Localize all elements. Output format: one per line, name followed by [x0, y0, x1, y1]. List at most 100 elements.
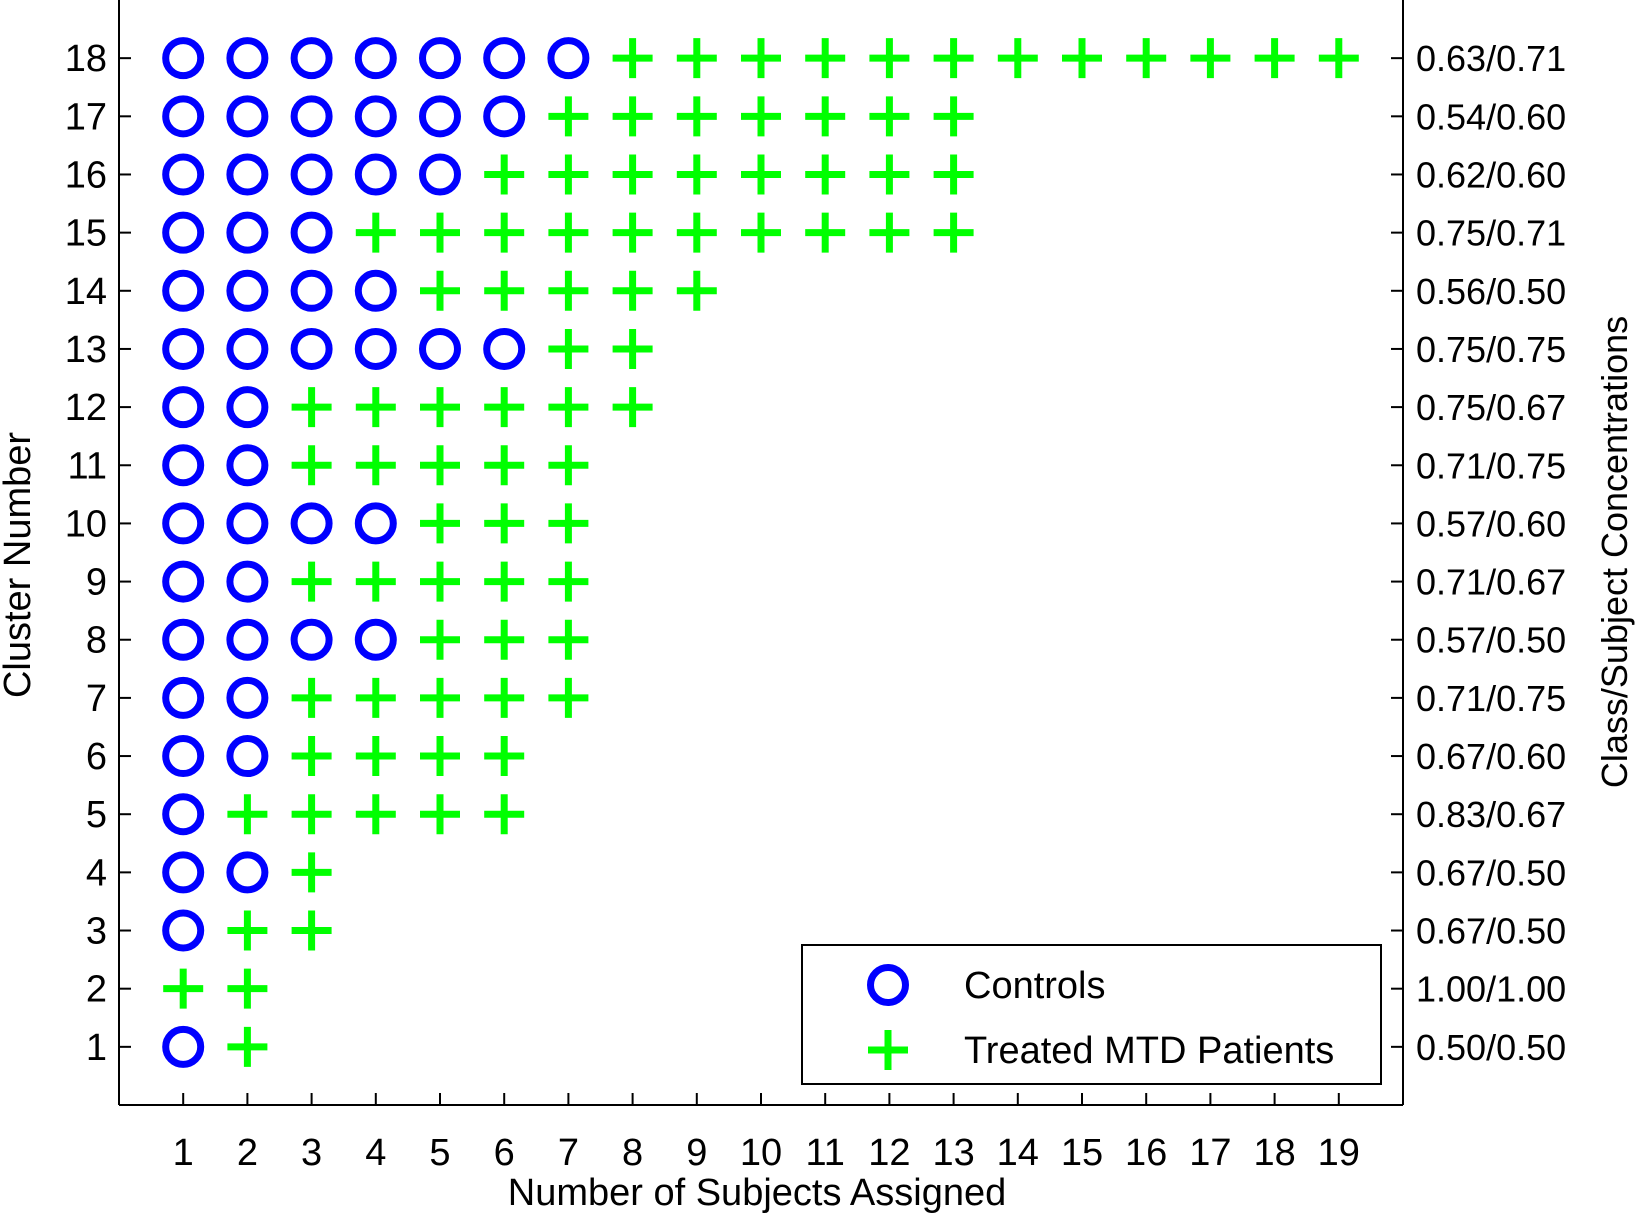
- control-marker: [226, 269, 269, 312]
- patient-marker: [805, 154, 846, 195]
- x-tick-label: 14: [997, 1132, 1039, 1174]
- y-tick-label: 9: [86, 562, 107, 604]
- right-axis-tick-label: 0.75/0.67: [1416, 387, 1566, 428]
- control-marker: [483, 327, 526, 370]
- control-marker: [483, 95, 526, 138]
- patient-marker: [933, 154, 974, 195]
- x-tick-label: 1: [173, 1132, 194, 1174]
- patient-marker: [291, 794, 332, 835]
- x-tick-label: 19: [1318, 1132, 1360, 1174]
- y-tick-label: 5: [86, 794, 107, 836]
- patient-marker: [291, 736, 332, 777]
- control-marker: [226, 676, 269, 719]
- control-marker: [226, 327, 269, 370]
- x-tick-label: 9: [686, 1132, 707, 1174]
- control-marker: [290, 211, 333, 254]
- control-marker: [290, 37, 333, 80]
- patient-marker: [741, 154, 781, 195]
- patient-marker: [548, 677, 589, 718]
- patient-marker: [612, 387, 653, 428]
- right-axis-tick-label: 0.71/0.75: [1416, 445, 1566, 486]
- x-tick-label: 13: [932, 1132, 974, 1174]
- y-axis-label: Cluster Number: [0, 432, 39, 698]
- y-tick-label: 16: [65, 154, 107, 196]
- control-marker: [354, 618, 397, 661]
- control-marker: [226, 211, 269, 254]
- patient-marker: [420, 445, 460, 486]
- control-marker: [354, 502, 397, 545]
- right-axis-tick-label: 0.67/0.50: [1416, 852, 1566, 893]
- patient-marker: [355, 561, 396, 602]
- control-marker: [290, 153, 333, 196]
- y-tick-label: 12: [65, 387, 107, 429]
- control-marker: [226, 95, 269, 138]
- control-marker: [162, 444, 205, 487]
- patient-marker: [484, 619, 525, 660]
- control-marker: [226, 560, 269, 603]
- patient-marker: [548, 387, 589, 428]
- y-tick-label: 13: [65, 329, 107, 371]
- patient-marker: [484, 794, 525, 835]
- right-axis-tick-label: 1.00/1.00: [1416, 969, 1566, 1010]
- patient-marker: [869, 96, 910, 137]
- control-marker: [162, 269, 205, 312]
- patient-marker: [741, 38, 781, 79]
- control-marker: [290, 269, 333, 312]
- control-marker: [226, 386, 269, 429]
- patient-marker: [420, 561, 460, 602]
- control-marker: [226, 851, 269, 894]
- patient-marker: [420, 270, 460, 311]
- control-marker: [162, 386, 205, 429]
- x-tick-label: 12: [868, 1132, 910, 1174]
- patient-marker: [612, 154, 653, 195]
- patient-marker: [805, 212, 846, 253]
- y-tick-label: 4: [86, 852, 107, 894]
- patient-marker: [612, 96, 653, 137]
- patient-marker: [548, 561, 589, 602]
- patient-marker: [741, 96, 781, 137]
- y-tick-label: 11: [68, 445, 107, 487]
- control-marker: [354, 269, 397, 312]
- patient-marker: [420, 619, 460, 660]
- right-axis-tick-label: 0.56/0.50: [1416, 271, 1566, 312]
- control-marker: [162, 676, 205, 719]
- y-tick-label: 18: [65, 38, 107, 80]
- control-marker: [162, 37, 205, 80]
- patient-marker: [676, 96, 717, 137]
- patient-marker: [741, 212, 781, 253]
- legend-label-patients: Treated MTD Patients: [964, 1030, 1334, 1072]
- patient-marker: [548, 154, 589, 195]
- x-tick-label: 16: [1125, 1132, 1167, 1174]
- patient-marker: [1062, 38, 1102, 79]
- patient-marker: [484, 154, 525, 195]
- patient-marker: [869, 38, 910, 79]
- control-marker: [290, 95, 333, 138]
- control-marker: [226, 153, 269, 196]
- patient-marker: [420, 503, 460, 544]
- y-tick-label: 15: [65, 213, 107, 255]
- right-axis-tick-label: 0.75/0.75: [1416, 329, 1566, 370]
- patient-marker: [420, 677, 460, 718]
- control-marker: [162, 560, 205, 603]
- patient-marker: [291, 910, 332, 951]
- control-marker: [226, 618, 269, 661]
- right-axis-tick-label: 0.71/0.67: [1416, 562, 1566, 603]
- right-axis-tick-label: 0.67/0.60: [1416, 736, 1566, 777]
- control-marker: [162, 793, 205, 836]
- patient-marker: [163, 968, 204, 1009]
- patient-marker: [227, 910, 268, 951]
- patient-marker: [355, 677, 396, 718]
- legend-patient-marker: [868, 1030, 908, 1070]
- patient-marker: [484, 387, 525, 428]
- y-tick-label: 14: [65, 271, 107, 313]
- control-marker: [226, 735, 269, 778]
- patient-marker: [484, 212, 525, 253]
- control-marker: [547, 37, 590, 80]
- x-tick-label: 6: [494, 1132, 515, 1174]
- tick-labels: 1 2 3 4 5 6 7 8 9 10 11 12 13 14 15 16 17 18 1912345678910…: [65, 38, 1403, 1174]
- patient-marker: [484, 736, 525, 777]
- x-tick-label: 3: [301, 1132, 322, 1174]
- patient-marker: [612, 270, 653, 311]
- right-axis-tick-label: 0.71/0.75: [1416, 678, 1566, 719]
- patient-marker: [933, 212, 974, 253]
